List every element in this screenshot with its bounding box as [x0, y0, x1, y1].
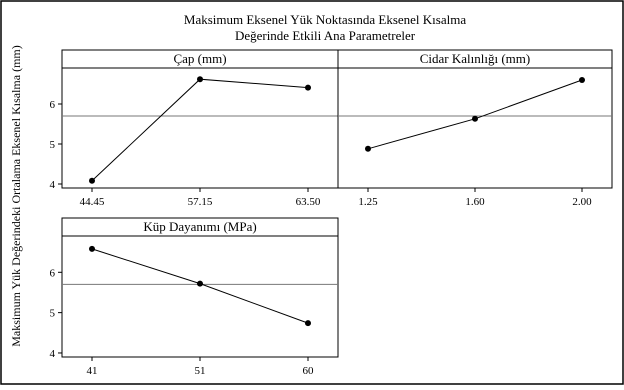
y-tick-label: 6	[50, 99, 56, 111]
y-axis-label: Maksimum Yük Değerindeki Ortalama Eksene…	[9, 45, 23, 346]
data-point	[305, 320, 311, 327]
x-tick-label: 60	[303, 365, 315, 377]
data-point	[472, 115, 478, 122]
y-tick-label: 5	[50, 308, 56, 320]
panel-2: Cidar Kalınlığı (mm) 1.25 1.60 2.00	[337, 49, 613, 208]
x-tick-label: 63.50	[296, 196, 321, 208]
y-tick-label: 6	[50, 267, 56, 279]
data-point	[365, 145, 371, 152]
panel-title: Cidar Kalınlığı (mm)	[420, 51, 530, 66]
data-point	[89, 245, 95, 252]
chart-title-line-1: Maksimum Eksenel Yük Noktasında Eksenel …	[184, 12, 466, 27]
x-tick-label: 51	[195, 365, 206, 377]
x-tick-label: 41	[87, 365, 98, 377]
y-tick-label: 4	[50, 179, 56, 191]
panel-title: Küp Dayanımı (MPa)	[143, 219, 256, 234]
data-point	[197, 76, 203, 83]
data-point	[197, 280, 203, 287]
x-tick-label: 57.15	[188, 196, 213, 208]
x-tick-label: 44.45	[80, 196, 105, 208]
panel-title-bg	[135, 219, 265, 235]
data-point	[89, 177, 95, 184]
x-tick-label: 1.25	[358, 196, 378, 208]
panel-title-bg	[168, 51, 232, 67]
data-point	[305, 84, 311, 91]
x-tick-label: 1.60	[465, 196, 485, 208]
panel-1: Çap (mm) 4 5 6 44.45 57.15 63.50	[50, 49, 339, 208]
y-tick-label: 5	[50, 139, 56, 151]
panel-3: Küp Dayanımı (MPa) 4 5 6 41 51 60	[50, 217, 339, 377]
panel-title-bg	[404, 51, 546, 67]
y-tick-label: 4	[50, 348, 56, 360]
data-point	[579, 77, 585, 83]
chart-title-line-2: Değerinde Etkili Ana Parametreler	[235, 28, 416, 43]
panel-title: Çap (mm)	[173, 51, 226, 66]
x-tick-label: 2.00	[572, 196, 592, 208]
panels: Çap (mm) 4 5 6 44.45 57.15 63.50 Cidar Kalınlığ…	[50, 49, 613, 377]
